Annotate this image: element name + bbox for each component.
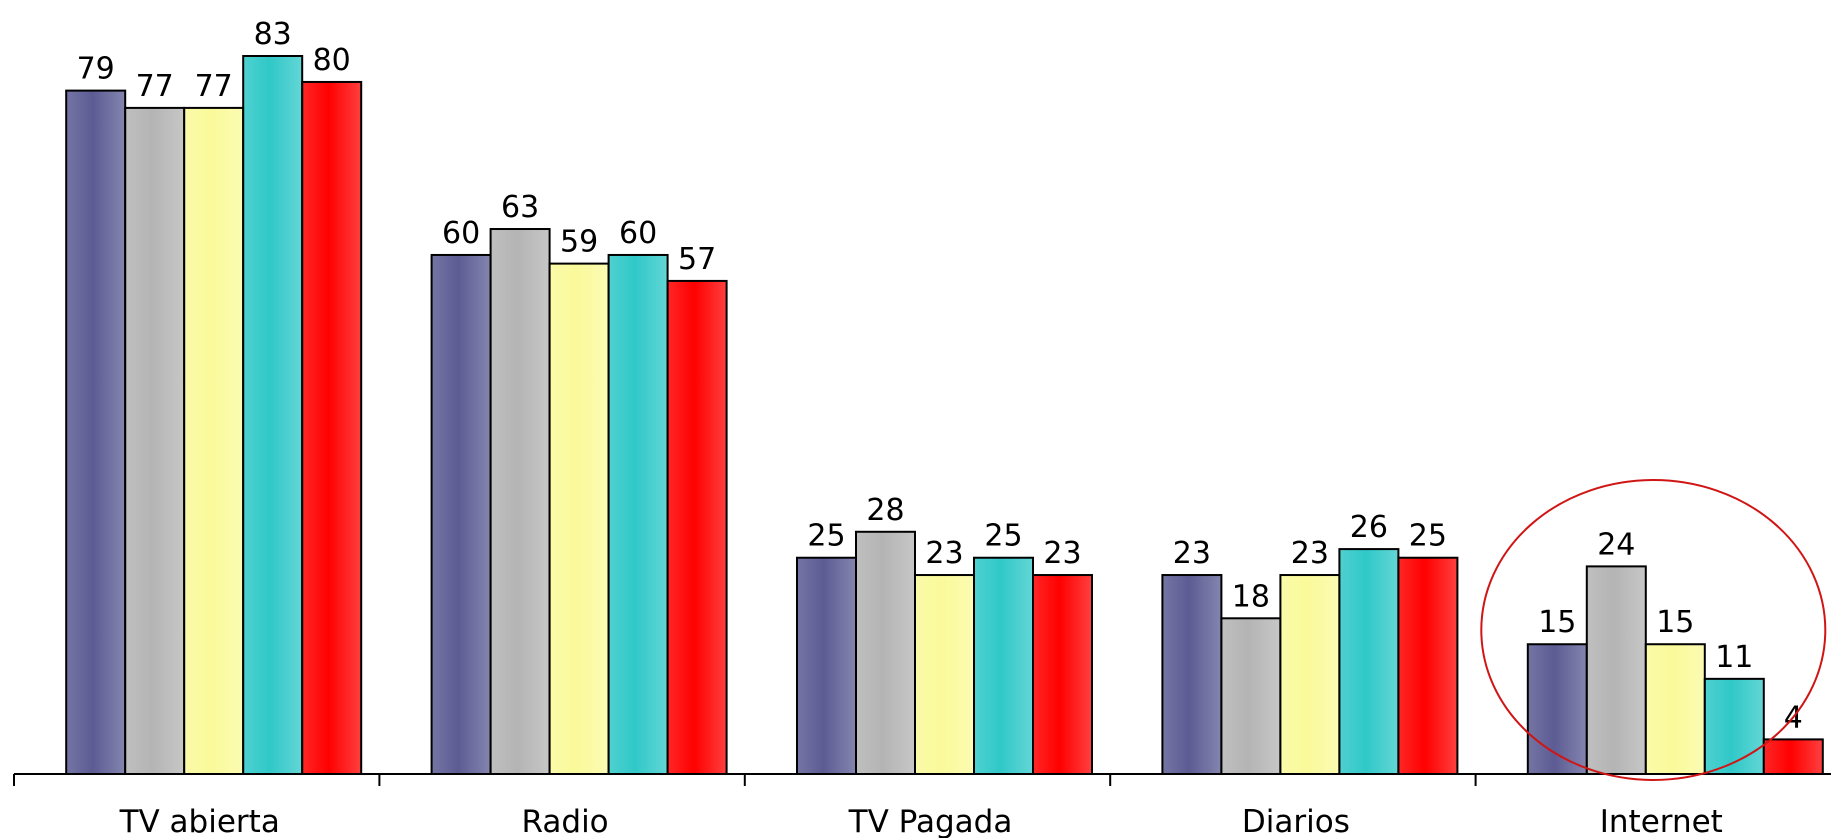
value-label: 23 [925,536,963,571]
value-label: 15 [1538,605,1576,640]
bars-layer [65,55,1824,776]
bar-tv-abierta-series-2 [124,106,186,775]
bar-internet-series-2 [1585,565,1647,776]
value-label: 59 [560,225,598,260]
category-label: TV abierta [119,804,280,838]
value-label: 26 [1350,510,1388,545]
bar-internet-series-1 [1526,643,1588,775]
value-label: 18 [1232,579,1270,614]
bar-internet-series-5 [1762,738,1824,775]
bar-diarios-series-2 [1220,617,1282,776]
value-label: 63 [501,190,539,225]
category-label: Radio [522,804,609,838]
bar-diarios-series-3 [1279,574,1341,775]
bar-tv-abierta-series-3 [183,106,245,775]
value-label: 57 [678,242,716,277]
value-label: 25 [1409,519,1447,554]
bar-radio-series-1 [430,253,492,775]
bar-tv-pagada-series-2 [855,530,916,776]
value-label: 23 [1043,536,1081,571]
bar-radio-series-3 [548,262,610,775]
bar-radio-series-2 [489,228,551,776]
highlight-ellipse [1480,479,1827,781]
bar-tv-abierta-series-1 [65,89,127,775]
bar-tv-abierta-series-4 [242,55,304,775]
value-label: 77 [136,69,174,104]
bar-diarios-series-5 [1397,556,1459,775]
bar-radio-series-4 [607,253,669,775]
highlight-layer [1480,479,1827,781]
bar-tv-pagada-series-5 [1032,574,1093,775]
value-label: 80 [313,43,351,78]
bar-diarios-series-1 [1161,574,1223,775]
value-label: 11 [1715,640,1753,675]
value-label: 83 [254,17,292,52]
category-label: Diarios [1242,804,1350,838]
value-labels-layer: 79 77 77 83 80 60 63 59 60 57 25 28 23 25 23 23 18 23 26 25… [77,17,1803,735]
value-label: 28 [866,493,904,528]
value-label: 25 [807,519,845,554]
x-axis: TV abierta Radio TV Pagada Diarios Internet [13,773,1831,838]
bar-diarios-series-4 [1338,548,1400,776]
value-label: 77 [195,69,233,104]
value-label: 60 [619,216,657,251]
bar-internet-series-3 [1644,643,1706,775]
category-label: TV Pagada [848,804,1013,838]
bar-tv-pagada-series-3 [914,574,975,775]
value-label: 15 [1656,605,1694,640]
category-label: Internet [1600,804,1723,838]
bar-tv-pagada-series-4 [973,556,1034,775]
value-label: 60 [442,216,480,251]
bar-tv-abierta-series-5 [301,80,363,776]
value-label: 25 [984,519,1022,554]
bar-radio-series-5 [666,279,728,775]
bar-tv-pagada-series-1 [796,556,857,775]
value-label: 23 [1291,536,1329,571]
value-label: 79 [77,52,115,87]
bar-internet-series-4 [1703,677,1765,776]
value-label: 24 [1597,527,1635,562]
value-label: 23 [1173,536,1211,571]
